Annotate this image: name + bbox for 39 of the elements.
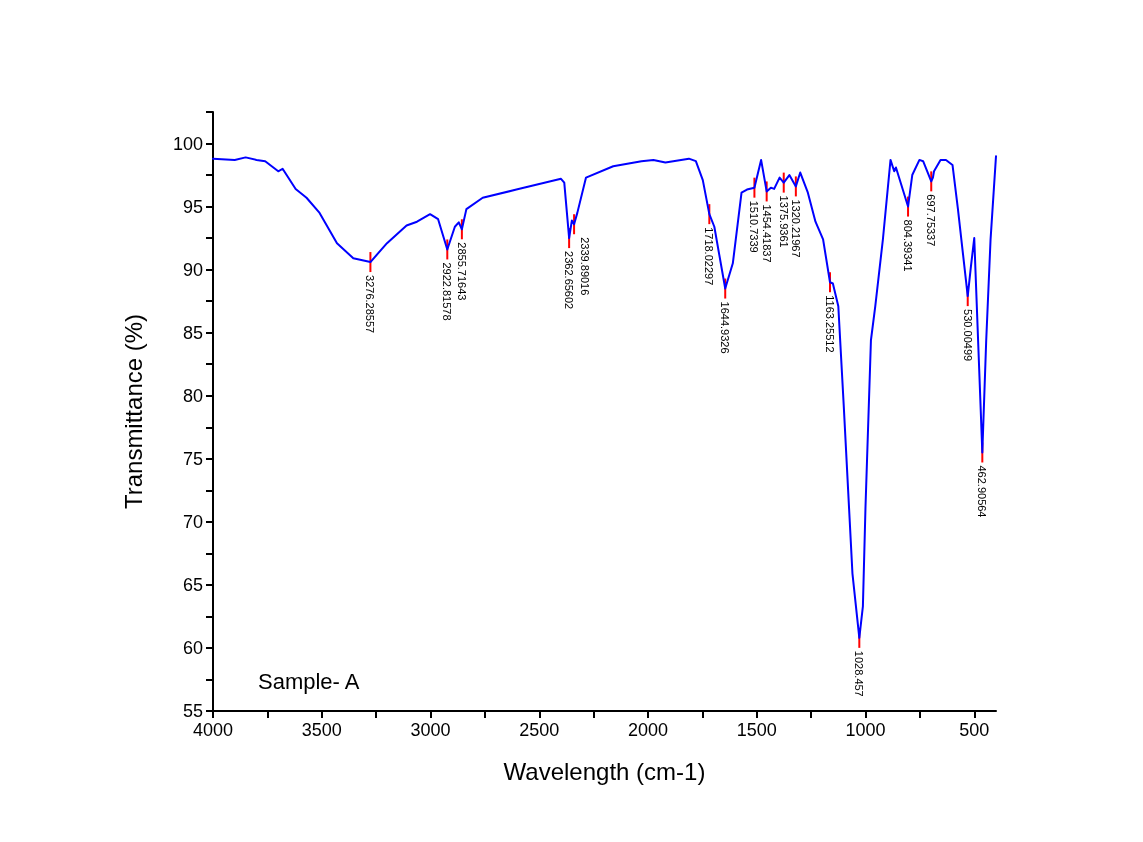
x-tick-label: 2000 — [627, 720, 669, 740]
x-tick-label: 3500 — [301, 720, 342, 740]
x-tick-label: 3000 — [410, 720, 451, 740]
x-tick-label: 1500 — [736, 720, 777, 740]
y-tick-label: 100 — [172, 133, 203, 154]
annotation: 697.75337 — [925, 194, 938, 247]
annotation: 1163.25512 — [823, 295, 836, 353]
annotation: Sample- A — [258, 668, 360, 694]
annotation: 530.00499 — [961, 309, 974, 362]
line-series — [212, 155, 997, 639]
y-axis-title: Transmittance (%) — [119, 313, 147, 510]
x-tick-label: 1000 — [845, 720, 886, 740]
y-tick-label: 85 — [182, 322, 203, 343]
annotation: 1510.7339 — [748, 200, 761, 253]
y-tick-label: 80 — [182, 385, 203, 406]
x-tick-label: 4000 — [192, 720, 234, 740]
annotation: 3276.28557 — [364, 275, 377, 334]
annotation: 1028.457 — [853, 650, 866, 697]
y-tick-label: 65 — [182, 574, 203, 595]
annotation: 2339.89016 — [579, 237, 592, 296]
annotation: 462.90564 — [976, 465, 989, 518]
annotation: 2362.65602 — [563, 251, 576, 310]
y-tick-label: 60 — [182, 637, 203, 658]
x-tick-label: 2500 — [519, 720, 560, 740]
y-tick-label: 70 — [182, 511, 203, 532]
annotation: 804.39341 — [902, 219, 915, 272]
y-tick-label: 75 — [182, 448, 203, 469]
annotation: 2855.71643 — [455, 242, 468, 301]
y-tick-label: 90 — [182, 259, 203, 280]
y-tick-label: 95 — [182, 196, 203, 217]
y-tick-label: 55 — [182, 701, 203, 721]
annotation: 1454.41837 — [760, 204, 773, 263]
annotation: 2922.81578 — [441, 262, 454, 321]
x-tick-label: 500 — [959, 720, 990, 740]
x-axis-title: Wavelength (cm-1) — [503, 757, 706, 785]
annotation: 1375.9361 — [777, 195, 790, 248]
annotation: 1320.21967 — [789, 199, 802, 258]
annotation: 1644.9326 — [719, 301, 732, 354]
annotation: 1718.02297 — [703, 227, 716, 286]
